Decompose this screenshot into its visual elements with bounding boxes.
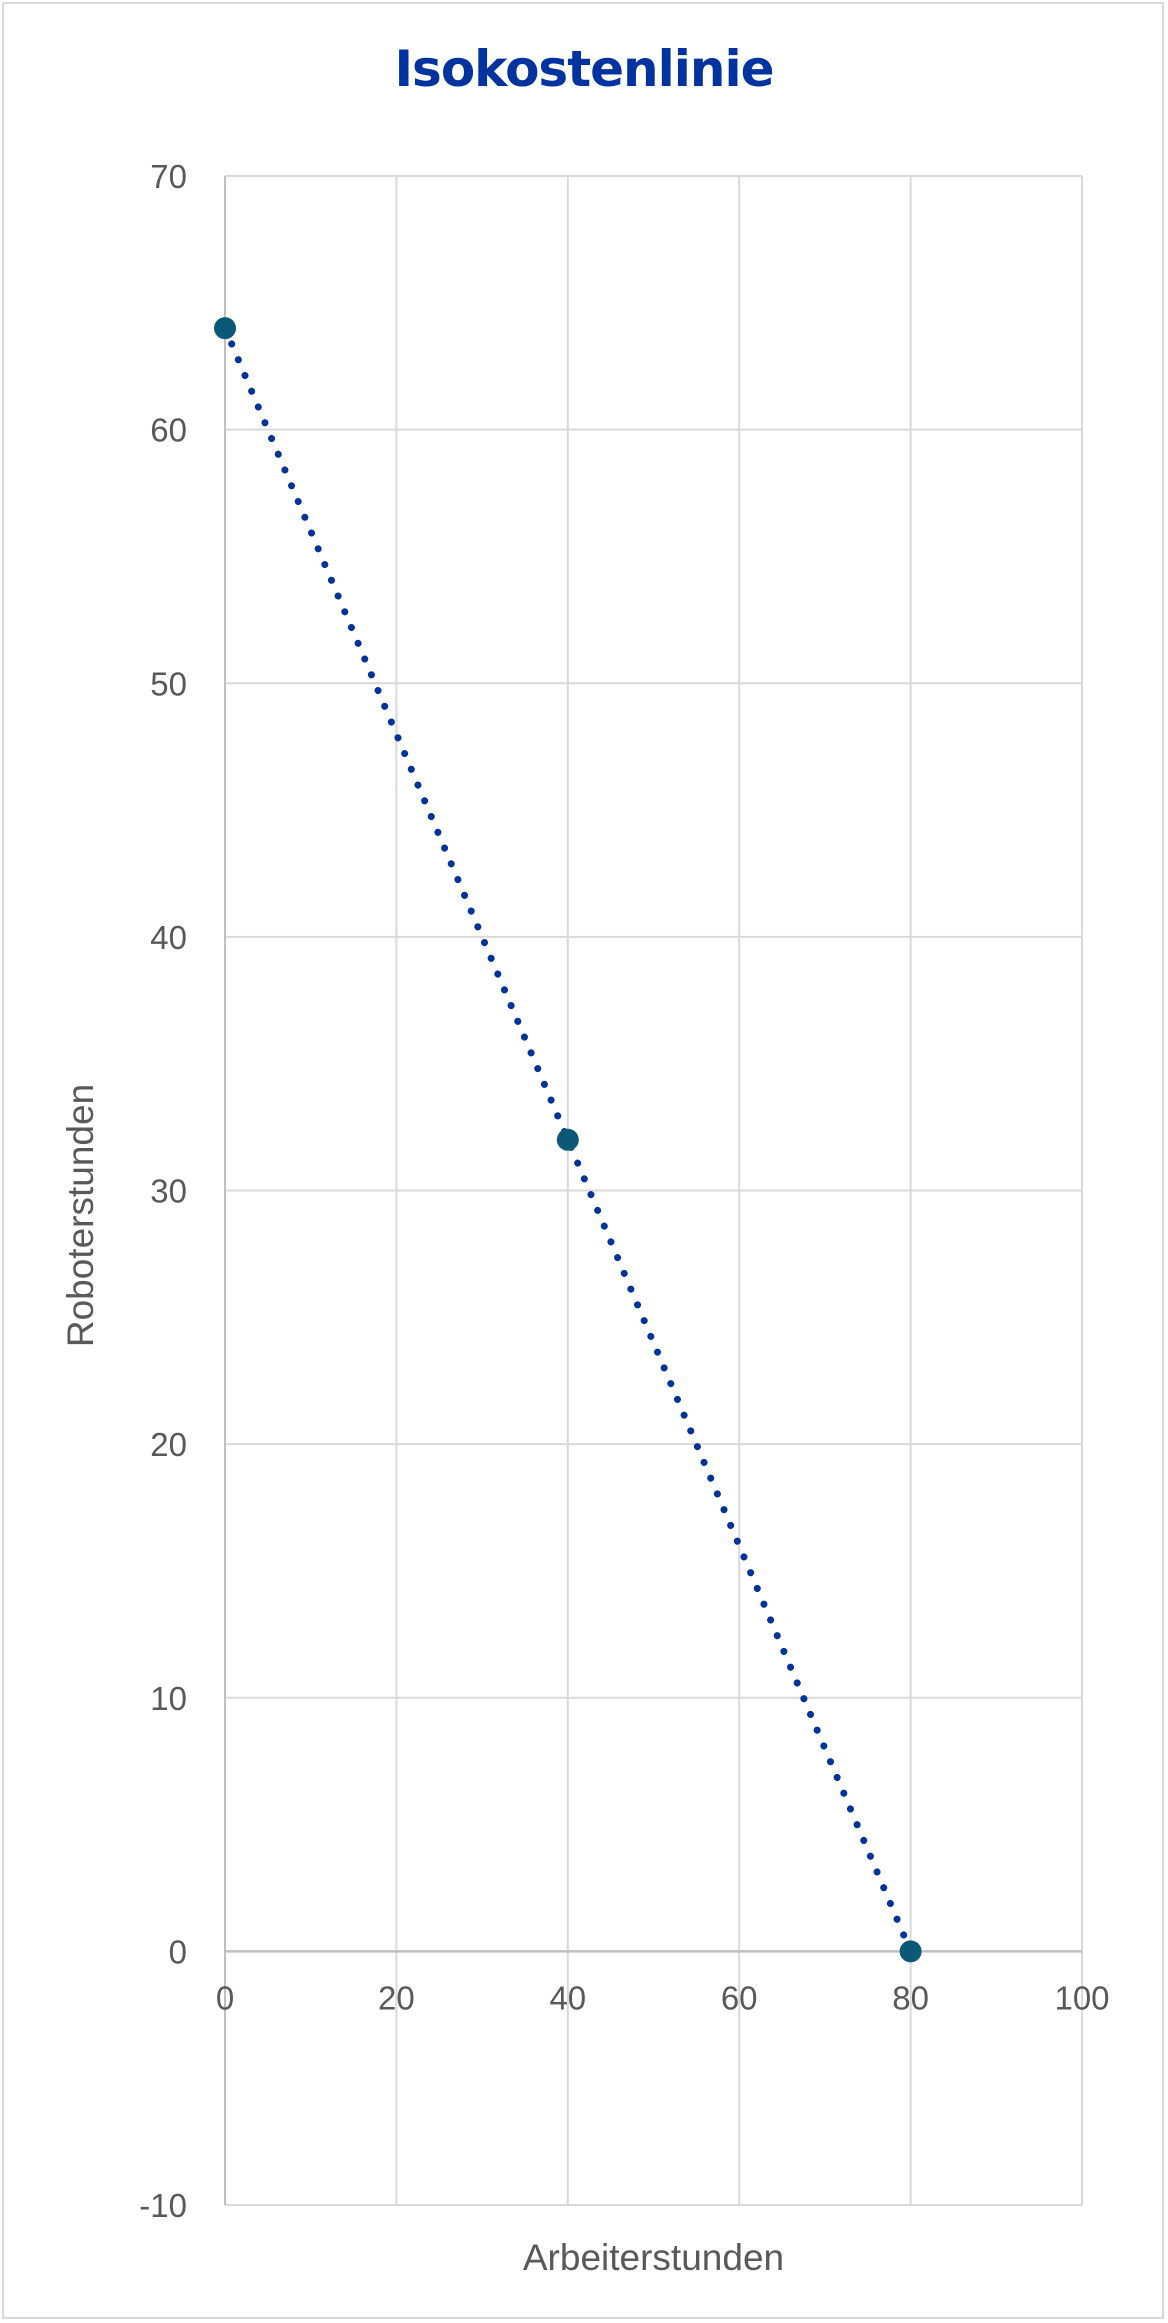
y-tick-label: 70 xyxy=(150,158,187,195)
x-tick-label: 0 xyxy=(216,1979,234,2016)
tick-labels: -10 0 10 20 30 40 50 60 70 0 20 40 60 80 100 xyxy=(139,158,1109,2224)
y-axis-title: Roboterstunden xyxy=(60,1084,101,1347)
y-tick-label: -10 xyxy=(139,2187,187,2224)
y-tick-label: 50 xyxy=(150,665,187,702)
axes xyxy=(224,176,1082,2205)
data-point xyxy=(214,317,236,340)
x-axis-title: Arbeiterstunden xyxy=(523,2237,784,2278)
data-point xyxy=(556,1128,579,1151)
series xyxy=(214,317,922,1963)
y-tick-label: 30 xyxy=(150,1173,187,1210)
y-tick-label: 10 xyxy=(150,1680,187,1717)
series-line xyxy=(221,324,915,1955)
x-tick-label: 20 xyxy=(378,1979,415,2016)
x-tick-label: 60 xyxy=(721,1979,758,2016)
gridlines xyxy=(225,175,1083,2206)
data-point xyxy=(899,1940,922,1963)
y-tick-label: 20 xyxy=(150,1426,187,1463)
y-tick-label: 0 xyxy=(169,1933,187,1970)
y-tick-label: 60 xyxy=(150,412,187,449)
x-tick-label: 40 xyxy=(549,1979,586,2016)
chart-title: Isokostenlinie xyxy=(394,40,774,98)
x-tick-label: 100 xyxy=(1054,1979,1109,2016)
x-tick-label: 80 xyxy=(892,1979,929,2016)
y-tick-label: 40 xyxy=(150,919,187,956)
